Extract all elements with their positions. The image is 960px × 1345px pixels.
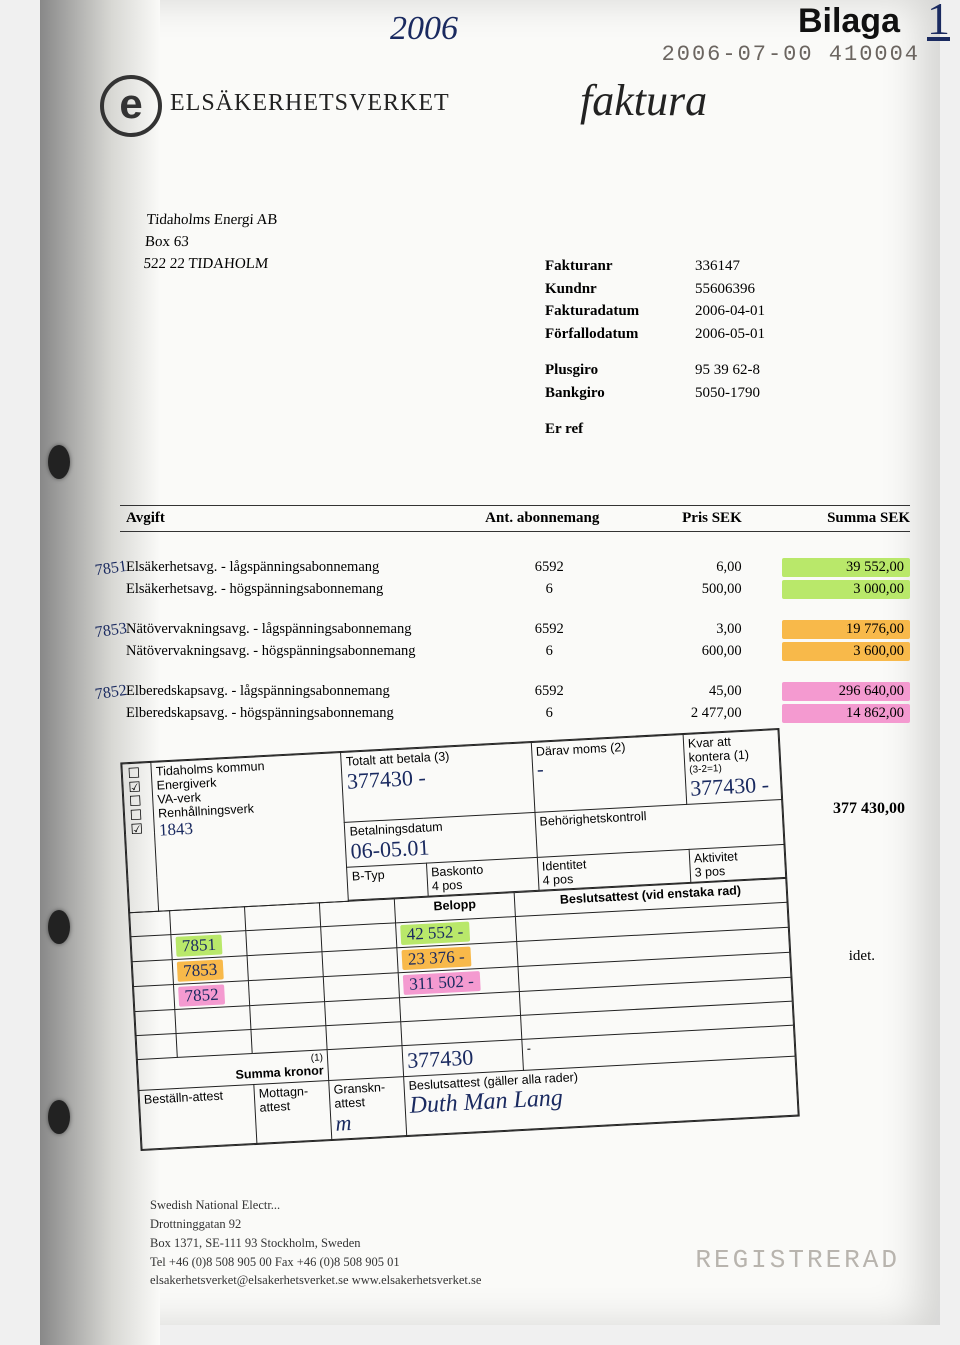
- line-desc: Nätövervakningsavg. - lågspänningsabonne…: [120, 621, 485, 638]
- footer-line: Box 1371, SE-111 93 Stockholm, Sweden: [150, 1234, 481, 1253]
- entry-belopp: 42 552 -: [400, 921, 470, 945]
- meta-value: 2006-04-01: [695, 300, 765, 323]
- meta-label: Fakturanr: [545, 255, 695, 278]
- lineitem-row: Elberedskapsavg. - högspänningsabonneman…: [120, 702, 910, 724]
- line-ant: 6: [485, 643, 613, 660]
- line-sum: 39 552,00: [782, 558, 910, 577]
- handwritten-year: 2006: [390, 10, 458, 48]
- checkbox: ☑: [129, 821, 144, 836]
- line-sum: 296 640,00: [782, 682, 910, 701]
- line-pris: 45,00: [613, 683, 741, 700]
- lineitem-row: Elsäkerhetsavg. - lågspänningsabonnemang…: [120, 556, 910, 578]
- bilaga-number: 1: [927, 0, 950, 45]
- meta-label: Förfallodatum: [545, 323, 695, 346]
- line-pris: 500,00: [613, 581, 741, 598]
- accounting-slip: ☐☑☐☐☑ Tidaholms kommunEnergiverkVA-verkR…: [120, 728, 799, 1151]
- col-avgift: Avgift: [120, 510, 485, 527]
- col-ant: Ant. abonnemang: [485, 510, 613, 527]
- line-ant: 6592: [485, 683, 613, 700]
- punch-hole: [48, 910, 70, 944]
- line-desc: Elberedskapsavg. - lågspänningsabonneman…: [120, 683, 485, 700]
- kvar-value: 377430 -: [690, 771, 777, 801]
- lineitem-header: Avgift Ant. abonnemang Pris SEK Summa SE…: [120, 505, 910, 532]
- footer-line: Drottninggatan 92: [150, 1215, 481, 1234]
- logo-letter: e: [119, 83, 142, 125]
- line-pris: 3,00: [613, 621, 741, 638]
- lineitem-row: Nätövervakningsavg. - lågspänningsabonne…: [120, 618, 910, 640]
- lineitem-row: Elberedskapsavg. - lågspänningsabonneman…: [120, 680, 910, 702]
- line-pris: 600,00: [613, 643, 741, 660]
- invoice-meta: Fakturanr336147Kundnr55606396Fakturadatu…: [545, 255, 765, 441]
- col-aktivitet: Aktivitet 3 pos: [689, 844, 786, 882]
- line-desc: Elsäkerhetsavg. - lågspänningsabonnemang: [120, 559, 485, 576]
- granskn-label: Granskn-attest: [333, 1079, 400, 1110]
- meta-label: Fakturadatum: [545, 300, 695, 323]
- agency-logo: e: [100, 75, 162, 137]
- punch-hole: [48, 1100, 70, 1134]
- line-sum: 19 776,00: [782, 620, 910, 639]
- lineitem-body: Elsäkerhetsavg. - lågspänningsabonnemang…: [120, 556, 910, 742]
- lineitem-row: Nätövervakningsavg. - högspänningsabonne…: [120, 640, 910, 662]
- meta-value: 95 39 62-8: [695, 359, 760, 382]
- recipient-line: Box 63: [144, 232, 276, 254]
- recipient-name: Tidaholms Energi AB: [146, 210, 278, 232]
- line-desc: Elberedskapsavg. - högspänningsabonneman…: [120, 705, 485, 722]
- punch-hole: [48, 445, 70, 479]
- stamp-number: 2006-07-00 410004: [662, 42, 920, 67]
- meta-value: 2006-05-01: [695, 323, 765, 346]
- col-btyp: [130, 910, 171, 936]
- line-pris: 6,00: [613, 559, 741, 576]
- col-btyp: B-Typ: [347, 863, 428, 900]
- entry-baskonto: 7851: [175, 934, 222, 956]
- col-pris: Pris SEK: [613, 510, 741, 527]
- entry-belopp: 311 502 -: [403, 971, 480, 995]
- line-sum: 3 000,00: [782, 580, 910, 599]
- bestalln-label: Beställn-attest: [139, 1084, 257, 1149]
- mottagn-label: Mottagn-attest: [254, 1080, 332, 1143]
- meta-value: 5050-1790: [695, 382, 760, 405]
- line-desc: Elsäkerhetsavg. - högspänningsabonnemang: [120, 581, 485, 598]
- recipient-block: Tidaholms Energi AB Box 63 522 22 TIDAHO…: [143, 210, 278, 275]
- line-desc: Nätövervakningsavg. - högspänningsabonne…: [120, 643, 485, 660]
- entry-baskonto: 7853: [177, 959, 224, 981]
- meta-label: Plusgiro: [545, 359, 695, 382]
- granskn-value: m: [335, 1107, 402, 1136]
- line-ant: 6: [485, 705, 613, 722]
- footer-line: Swedish National Electr...: [150, 1196, 481, 1215]
- col-summa: Summa SEK: [782, 510, 910, 527]
- entry-baskonto: 7852: [178, 984, 225, 1006]
- line-ant: 6: [485, 581, 613, 598]
- line-ant: 6592: [485, 621, 613, 638]
- invoice-total: 377 430,00: [833, 800, 905, 818]
- footer-line: Tel +46 (0)8 508 905 00 Fax +46 (0)8 508…: [150, 1253, 481, 1272]
- line-sum: 3 600,00: [782, 642, 910, 661]
- recipient-line: 522 22 TIDAHOLM: [143, 254, 275, 276]
- footer-line: elsakerhetsverket@elsakerhetsverket.se w…: [150, 1271, 481, 1290]
- registered-stamp: REGISTRERAD: [695, 1245, 900, 1275]
- entry-belopp: 23 376 -: [401, 946, 471, 970]
- bilaga-label: Bilaga: [798, 2, 900, 41]
- document-title: faktura: [580, 75, 707, 126]
- meta-label: Kundnr: [545, 278, 695, 301]
- idet-text: idet.: [849, 948, 875, 965]
- line-ant: 6592: [485, 559, 613, 576]
- line-pris: 2 477,00: [613, 705, 741, 722]
- lineitem-row: Elsäkerhetsavg. - högspänningsabonnemang…: [120, 578, 910, 600]
- agency-name: ELSÄKERHETSVERKET: [170, 90, 450, 117]
- meta-label: Bankgiro: [545, 382, 695, 405]
- kvar-label: Kvar att kontera (1): [688, 732, 776, 764]
- meta-value: 55606396: [695, 278, 755, 301]
- meta-value: 336147: [695, 255, 740, 278]
- erref-label: Er ref: [545, 418, 695, 441]
- line-sum: 14 862,00: [782, 704, 910, 723]
- footer-block: Swedish National Electr... Drottninggata…: [150, 1196, 481, 1290]
